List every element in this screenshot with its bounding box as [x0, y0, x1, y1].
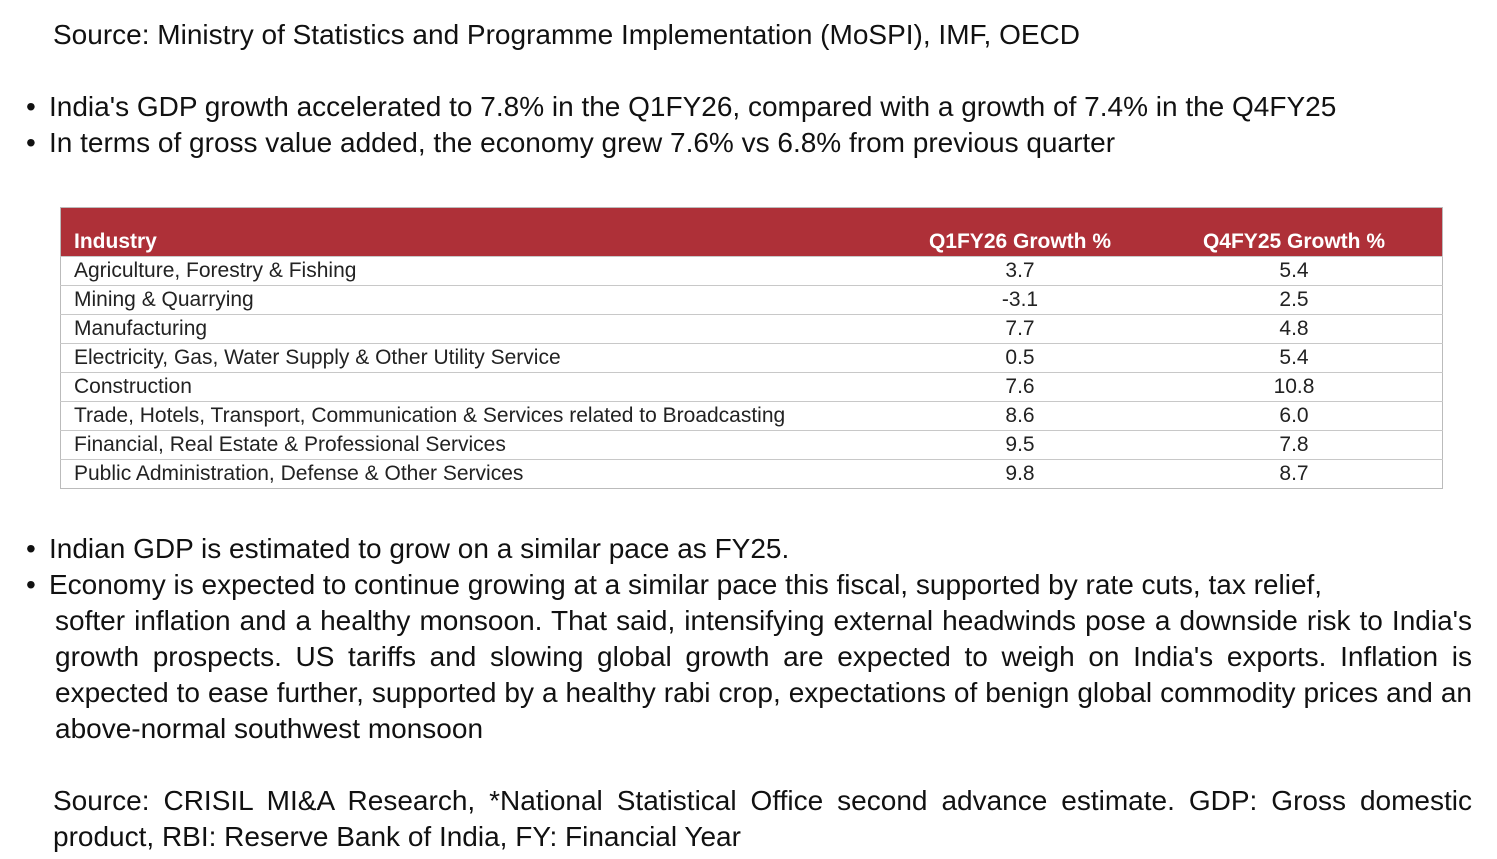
cell-q1fy26: 8.6 [894, 401, 1146, 431]
cell-industry: Trade, Hotels, Transport, Communication … [60, 401, 894, 431]
bullet-gdp-growth: • India's GDP growth accelerated to 7.8% … [26, 89, 1336, 125]
table-row: Construction 7.6 10.8 [60, 372, 1443, 402]
cell-industry: Manufacturing [60, 314, 894, 344]
bullet-icon: • [26, 569, 36, 600]
cell-q4fy25: 5.4 [1146, 256, 1443, 286]
bullet-icon: • [26, 127, 36, 158]
header-q4fy25: Q4FY25 Growth % [1146, 207, 1443, 257]
cell-industry: Financial, Real Estate & Professional Se… [60, 430, 894, 460]
cell-q4fy25: 4.8 [1146, 314, 1443, 344]
table-row: Public Administration, Defense & Other S… [60, 459, 1443, 489]
table-row: Manufacturing 7.7 4.8 [60, 314, 1443, 344]
table-row: Agriculture, Forestry & Fishing 3.7 5.4 [60, 256, 1443, 286]
cell-q1fy26: 9.8 [894, 459, 1146, 489]
cell-q1fy26: 3.7 [894, 256, 1146, 286]
table-row: Trade, Hotels, Transport, Communication … [60, 401, 1443, 431]
bullet-economy-outlook: • Economy is expected to continue growing… [26, 567, 1472, 747]
bullet-text: India's GDP growth accelerated to 7.8% i… [49, 91, 1337, 122]
cell-q1fy26: -3.1 [894, 285, 1146, 315]
bullet-text: In terms of gross value added, the econo… [49, 127, 1116, 158]
bullet-icon: • [26, 533, 36, 564]
cell-q4fy25: 2.5 [1146, 285, 1443, 315]
bullet-gdp-estimate: • Indian GDP is estimated to grow on a si… [26, 531, 1472, 567]
source-top: Source: Ministry of Statistics and Progr… [53, 19, 1080, 50]
cell-industry: Construction [60, 372, 894, 402]
table-header-row: Industry Q1FY26 Growth % Q4FY25 Growth % [60, 207, 1443, 257]
cell-industry: Mining & Quarrying [60, 285, 894, 315]
cell-q4fy25: 6.0 [1146, 401, 1443, 431]
bullet-text-continued: softer inflation and a healthy monsoon. … [55, 605, 1472, 744]
cell-q1fy26: 0.5 [894, 343, 1146, 373]
cell-q1fy26: 7.6 [894, 372, 1146, 402]
cell-q1fy26: 7.7 [894, 314, 1146, 344]
cell-q1fy26: 9.5 [894, 430, 1146, 460]
cell-industry: Electricity, Gas, Water Supply & Other U… [60, 343, 894, 373]
cell-q4fy25: 8.7 [1146, 459, 1443, 489]
cell-q4fy25: 5.4 [1146, 343, 1443, 373]
table-row: Financial, Real Estate & Professional Se… [60, 430, 1443, 460]
industry-growth-table: Industry Q1FY26 Growth % Q4FY25 Growth %… [60, 207, 1443, 489]
cell-q4fy25: 7.8 [1146, 430, 1443, 460]
table-row: Mining & Quarrying -3.1 2.5 [60, 285, 1443, 315]
cell-q4fy25: 10.8 [1146, 372, 1443, 402]
bullet-icon: • [26, 91, 36, 122]
bullet-text: Economy is expected to continue growing … [49, 569, 1323, 600]
bullet-gva: • In terms of gross value added, the econ… [26, 125, 1115, 161]
source-bottom: Source: CRISIL MI&A Research, *National … [53, 785, 1472, 852]
cell-industry: Agriculture, Forestry & Fishing [60, 256, 894, 286]
bullet-text: Indian GDP is estimated to grow on a sim… [49, 533, 790, 564]
cell-industry: Public Administration, Defense & Other S… [60, 459, 894, 489]
table-row: Electricity, Gas, Water Supply & Other U… [60, 343, 1443, 373]
header-industry: Industry [60, 207, 894, 257]
header-q1fy26: Q1FY26 Growth % [894, 207, 1146, 257]
